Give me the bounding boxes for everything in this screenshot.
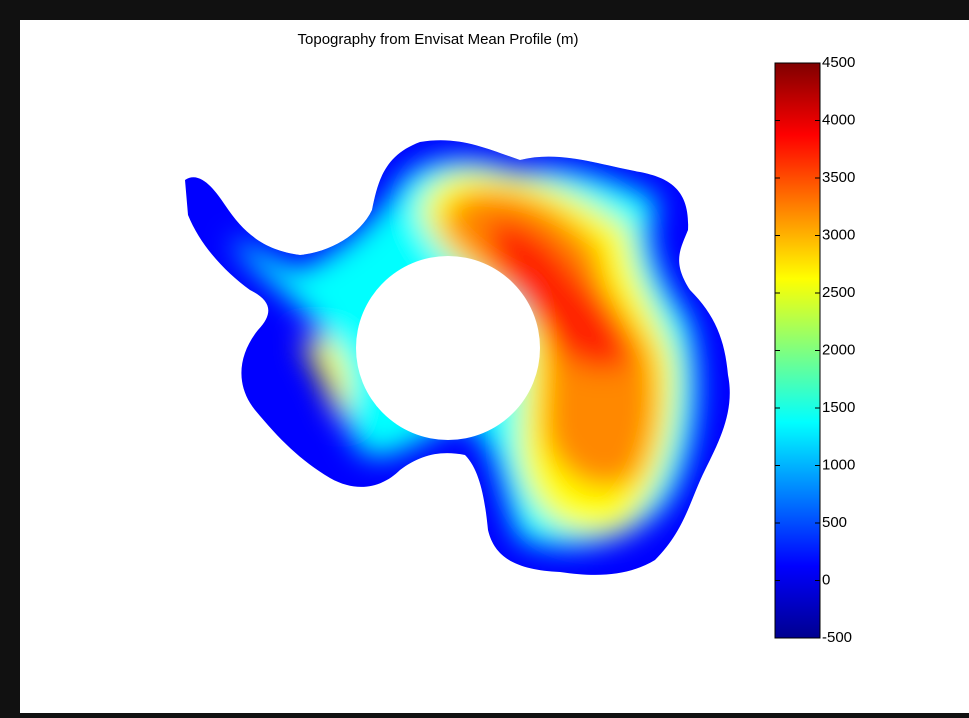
colorbar-tick-label: 2000 <box>822 341 855 358</box>
chart: Topography from Envisat Mean Profile (m)… <box>0 0 969 713</box>
page: Topography from Envisat Mean Profile (m)… <box>0 0 969 713</box>
colorbar-tick-label: -500 <box>822 629 852 646</box>
colorbar-tick-label: 4500 <box>822 54 855 71</box>
colorbar-tick-label: 0 <box>822 571 830 588</box>
chart-title: Topography from Envisat Mean Profile (m) <box>298 31 579 48</box>
colorbar-tick-label: 1000 <box>822 456 855 473</box>
colorbar-tick-label: 3000 <box>822 226 855 243</box>
colorbar <box>775 63 820 638</box>
data-hole <box>356 256 540 440</box>
colorbar-tick-label: 4000 <box>822 111 855 128</box>
colorbar-tick-label: 2500 <box>822 284 855 301</box>
colorbar-tick-label: 1500 <box>822 399 855 416</box>
colorbar-tick-label: 500 <box>822 514 847 531</box>
colorbar-tick-label: 3500 <box>822 169 855 186</box>
